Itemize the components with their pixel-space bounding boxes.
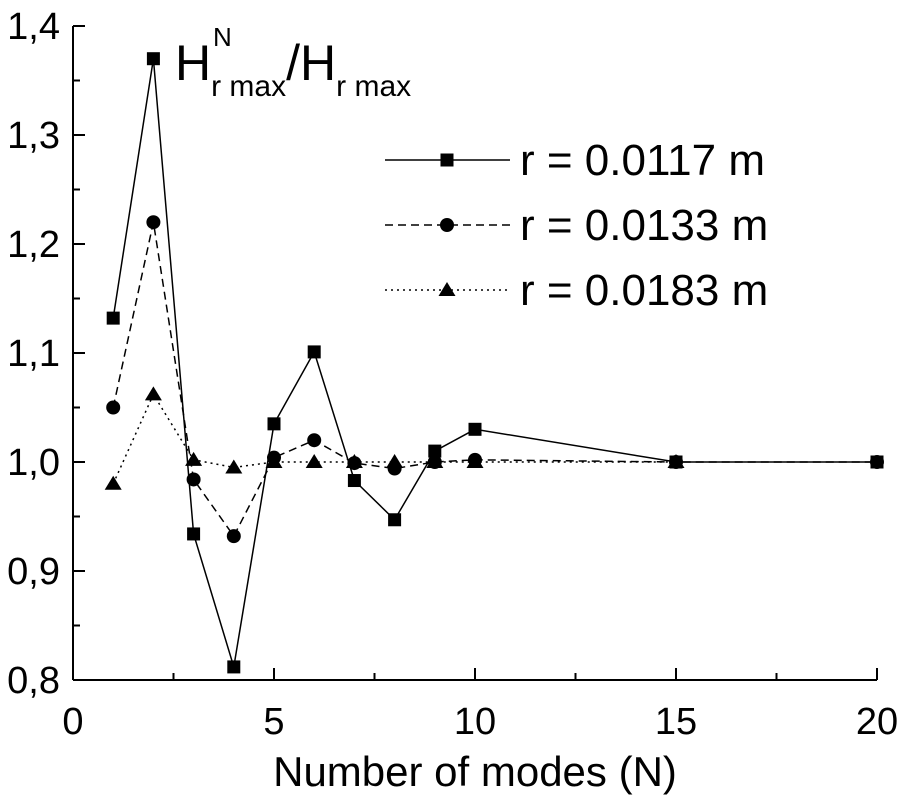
legend-item: r = 0.0133 m xyxy=(385,201,768,250)
series-1 xyxy=(106,52,884,674)
series-2 xyxy=(106,215,884,544)
data-point xyxy=(226,529,241,544)
y-tick-label: 1,4 xyxy=(7,6,60,48)
series-line xyxy=(112,222,877,538)
y-tick-label: 1,0 xyxy=(7,442,60,484)
data-point xyxy=(870,455,884,469)
legend-item: r = 0.0117 m xyxy=(385,136,765,185)
data-point xyxy=(426,454,444,468)
legend-marker xyxy=(440,153,454,167)
y-tick-label: 1,3 xyxy=(7,115,60,157)
legend: r = 0.0117 m r = 0.0133 m r = 0.0183 m xyxy=(385,136,768,315)
x-tick-label: 15 xyxy=(655,701,697,743)
annotation-slash: / xyxy=(286,35,300,91)
data-point xyxy=(347,474,361,488)
axes: 0 5 10 15 20 0,8 0,9 1,0 1,1 1,2 1,3 1,4 xyxy=(7,6,898,743)
data-point xyxy=(345,454,363,468)
annotation-sub-1: r max xyxy=(211,70,286,103)
legend-label: r = 0.0183 m xyxy=(520,266,768,315)
data-point xyxy=(104,475,122,490)
x-tick-label: 5 xyxy=(263,701,284,743)
data-point xyxy=(386,454,404,468)
data-point xyxy=(185,451,203,466)
legend-item: r = 0.0183 m xyxy=(385,266,768,315)
series-line xyxy=(112,58,877,668)
y-tick-label: 0,9 xyxy=(7,551,60,593)
data-point xyxy=(307,345,321,359)
legend-label: r = 0.0133 m xyxy=(520,201,768,250)
y-tick-label: 1,1 xyxy=(7,333,60,375)
x-tick-label: 10 xyxy=(454,701,496,743)
data-point xyxy=(225,459,243,474)
legend-label: r = 0.0117 m xyxy=(520,136,765,185)
x-axis-title: Number of modes (N) xyxy=(273,748,677,795)
data-point xyxy=(468,422,482,436)
data-point xyxy=(187,527,201,541)
data-point xyxy=(667,454,685,468)
data-point xyxy=(106,311,120,325)
legend-marker xyxy=(440,218,454,232)
data-point xyxy=(227,660,241,674)
data-point xyxy=(106,400,121,415)
data-point xyxy=(144,386,162,401)
series-3 xyxy=(104,386,685,490)
data-point xyxy=(265,454,283,468)
legend-marker xyxy=(438,282,456,296)
data-point xyxy=(307,433,322,448)
data-point xyxy=(388,513,402,527)
series-layer xyxy=(104,52,884,674)
data-point xyxy=(267,417,281,431)
annotation-sub-2: r max xyxy=(336,70,411,103)
y-tick-label: 0,8 xyxy=(7,660,60,702)
x-tick-label: 20 xyxy=(856,701,898,743)
y-tick-label: 1,2 xyxy=(7,224,60,266)
data-point xyxy=(466,454,484,468)
data-point xyxy=(146,52,160,66)
annotation-sup-1: N xyxy=(213,22,232,52)
y-annotation: Hr max/Hr max N xyxy=(175,22,411,103)
annotation-base-2: H xyxy=(300,35,336,91)
x-tick-label: 0 xyxy=(62,701,83,743)
data-point xyxy=(186,472,201,487)
annotation-base-1: H xyxy=(175,35,211,91)
data-point xyxy=(428,444,442,458)
data-point xyxy=(305,454,323,468)
data-point xyxy=(146,215,161,230)
svg-text:Hr max/Hr max: Hr max/Hr max xyxy=(175,35,411,103)
